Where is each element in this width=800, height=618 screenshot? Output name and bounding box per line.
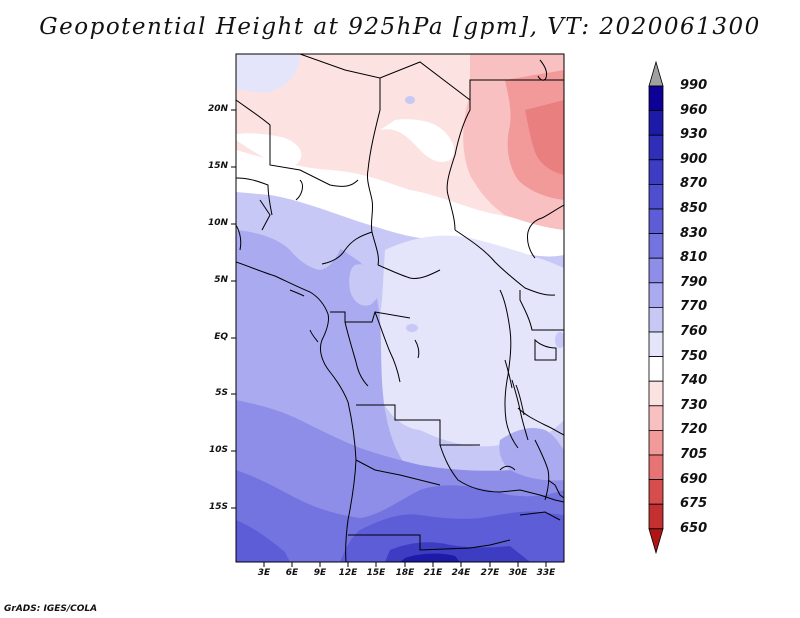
- axis-ticks: [231, 109, 547, 567]
- colorbar-swatch: [648, 331, 664, 358]
- colorbar-swatch: [648, 454, 664, 481]
- colorbar-swatch: [648, 159, 664, 185]
- colorbar-top-triangle: [648, 60, 664, 87]
- colorbar-swatch: [648, 405, 664, 431]
- colorbar-level-label: 705: [680, 447, 708, 462]
- colorbar-level-label: 790: [680, 274, 708, 290]
- colorbar-level-label: 740: [680, 373, 708, 389]
- colorbar-swatch: [648, 356, 664, 382]
- lon-label: 27E: [480, 568, 500, 578]
- colorbar-level-label: 720: [680, 422, 708, 438]
- map-frame-border: [235, 53, 565, 563]
- lon-label: 12E: [338, 568, 358, 578]
- colorbar: [648, 60, 664, 555]
- footer-credit: GrADS: IGES/COLA: [4, 604, 98, 614]
- lon-label: 3E: [257, 568, 271, 578]
- colorbar-swatch: [648, 380, 664, 407]
- lon-label: 9E: [313, 568, 327, 578]
- lat-label: 15S: [208, 502, 228, 512]
- colorbar-level-label: 750: [680, 348, 708, 364]
- lon-label: 24E: [451, 568, 471, 578]
- colorbar-swatch: [648, 257, 664, 284]
- lat-label: 10S: [208, 445, 228, 455]
- colorbar-bottom-triangle: [648, 528, 664, 555]
- colorbar-level-label: 990: [680, 78, 708, 93]
- colorbar-level-label: 930: [680, 127, 708, 143]
- colorbar-level-label: 850: [680, 201, 708, 216]
- height-field: [236, 54, 564, 562]
- lon-label: 6E: [285, 568, 299, 578]
- colorbar-swatch: [648, 85, 664, 112]
- lon-label: 30E: [508, 568, 528, 578]
- colorbar-level-label: 760: [680, 324, 708, 339]
- colorbar-level-label: 650: [680, 520, 708, 536]
- colorbar-swatch: [648, 208, 664, 235]
- colorbar-level-label: 810: [680, 250, 708, 266]
- colorbar-level-label: 830: [680, 225, 708, 241]
- colorbar-level-label: 770: [680, 299, 708, 315]
- lat-label: 5S: [215, 388, 228, 398]
- colorbar-swatch: [648, 479, 664, 505]
- colorbar-level-label: 900: [680, 151, 708, 167]
- lon-label: 33E: [536, 568, 556, 578]
- lat-label: 5N: [214, 275, 228, 285]
- colorbar-swatch: [648, 110, 664, 136]
- colorbar-swatch: [648, 282, 664, 308]
- lon-label: 18E: [395, 568, 415, 578]
- colorbar-level-label: 960: [680, 102, 708, 118]
- colorbar-swatch: [648, 306, 664, 333]
- colorbar-swatch: [648, 429, 664, 456]
- coastlines: [236, 54, 564, 562]
- lat-label: EQ: [214, 332, 228, 342]
- lat-label: 20N: [207, 104, 228, 114]
- lat-label: 15N: [207, 161, 228, 171]
- colorbar-level-label: 690: [680, 471, 708, 487]
- colorbar-level-label: 675: [680, 496, 708, 512]
- colorbar-level-label: 870: [680, 176, 708, 192]
- chart-title: Geopotential Height at 925hPa [gpm], VT:…: [39, 14, 761, 40]
- colorbar-swatch: [648, 183, 664, 210]
- lon-label: 21E: [423, 568, 443, 578]
- lon-label: 15E: [366, 568, 386, 578]
- colorbar-swatch: [648, 503, 664, 530]
- colorbar-swatch: [648, 233, 664, 259]
- lat-label: 10N: [207, 218, 228, 228]
- colorbar-swatch: [648, 134, 664, 161]
- colorbar-level-label: 730: [680, 397, 708, 413]
